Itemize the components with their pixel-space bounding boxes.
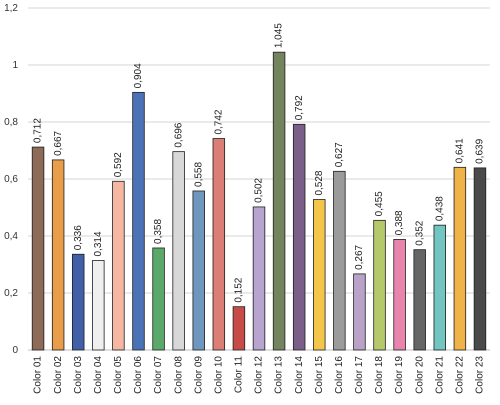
bar [353,273,366,351]
bar [31,146,45,351]
bar [453,166,467,351]
bar-value-label: 0,455 [374,191,385,216]
bar [152,247,165,351]
x-category-label: Color 15 [314,356,325,394]
y-tick-label: 1,2 [4,3,18,14]
x-category-label: Color 07 [153,356,164,394]
bar-value-label: 0,641 [455,138,466,163]
x-category-label: Color 19 [394,356,405,394]
x-category-label: Color 13 [274,356,285,394]
bar-value-label: 0,627 [334,142,345,167]
x-category-label: Color 09 [193,356,204,394]
bar-value-label: 0,592 [113,152,124,177]
x-category-label: Color 16 [334,356,345,394]
x-category-label: Color 08 [173,356,184,394]
bar-value-label: 0,502 [254,177,265,202]
bar-value-label: 0,904 [133,63,144,88]
bar [433,224,447,351]
bar [373,219,386,351]
bar [393,239,406,351]
x-category-label: Color 17 [354,356,365,394]
bar [212,138,226,351]
bar-value-label: 0,696 [173,122,184,147]
bar [112,180,125,351]
x-category-label: Color 03 [73,356,84,394]
y-tick-label: 0,6 [4,174,18,185]
y-tick-label: 0 [12,345,18,356]
bar-value-label: 0,358 [153,219,164,244]
bar-value-label: 0,667 [53,130,64,155]
x-category-label: Color 21 [434,356,445,394]
bar [172,151,185,351]
bar-value-label: 0,792 [294,95,305,120]
x-category-label: Color 04 [93,356,104,394]
bar [413,249,426,351]
bar-value-label: 0,558 [193,162,204,187]
x-category-label: Color 18 [374,356,385,394]
bar [132,91,145,351]
bar-value-label: 0,336 [73,225,84,250]
x-category-label: Color 22 [455,356,466,394]
y-tick-label: 0,2 [4,288,18,299]
x-category-label: Color 14 [294,356,305,394]
bar-value-label: 0,388 [394,210,405,235]
x-category-label: Color 23 [475,356,486,394]
bar-value-label: 0,742 [213,109,224,134]
bar [473,167,487,351]
bar-value-label: 0,152 [234,277,245,302]
x-category-label: Color 05 [113,356,124,394]
bar-value-label: 0,267 [354,244,365,269]
x-category-label: Color 20 [414,356,425,394]
bar [333,170,346,351]
bar [92,260,105,351]
x-category-label: Color 11 [234,356,245,393]
bar [272,51,286,351]
bar [192,190,205,351]
bar [252,206,266,351]
bar-value-label: 0,438 [434,196,445,221]
bar [71,253,85,351]
bar [313,199,326,351]
x-category-label: Color 12 [254,356,265,394]
bars-group [31,51,487,351]
bar-value-label: 1,045 [274,23,285,48]
y-tick-label: 0,4 [4,231,18,242]
y-tick-label: 0,8 [4,117,18,128]
bar [292,123,306,351]
bar [51,159,65,351]
x-category-label: Color 02 [53,356,64,394]
x-category-label: Color 10 [213,356,224,394]
bar-value-label: 0,639 [475,138,486,163]
bar-value-label: 0,528 [314,170,325,195]
y-tick-label: 1 [12,60,18,71]
bar-value-label: 0,314 [93,231,104,256]
x-category-label: Color 01 [33,356,44,394]
bar [232,306,246,351]
bar-value-label: 0,352 [414,220,425,245]
x-category-label: Color 06 [133,356,144,394]
bar-value-label: 0,712 [33,118,44,143]
